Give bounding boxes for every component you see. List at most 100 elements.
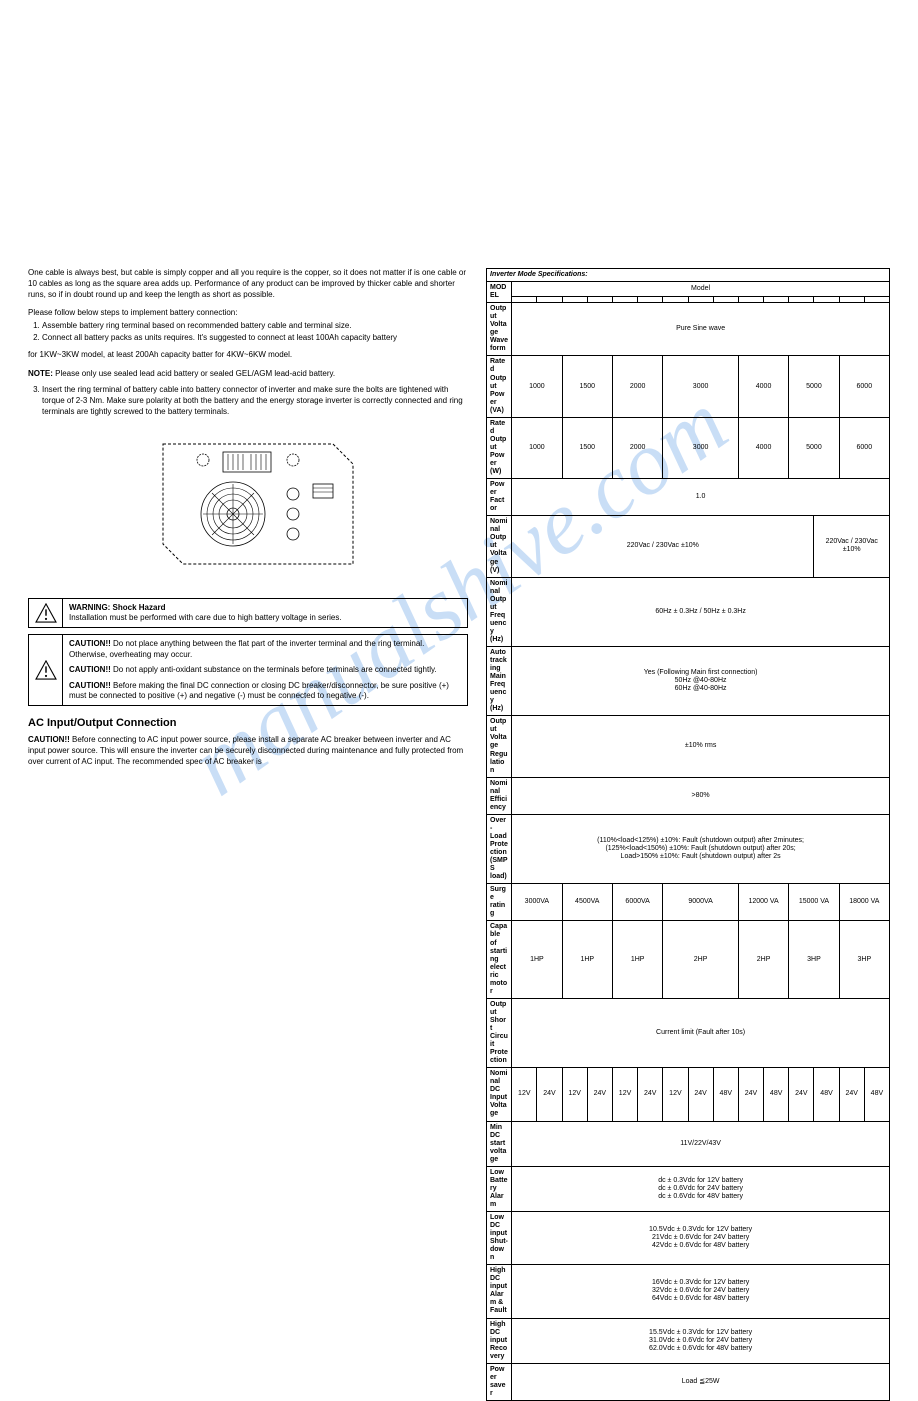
va-0: 1000: [512, 356, 562, 417]
row-nom-f-label: Nominal Output Frequency (Hz): [487, 577, 512, 646]
row-short-label: Output Short Circuit Protection: [487, 998, 512, 1067]
inverter-diagram: [28, 424, 468, 588]
steps-list-1: Assemble battery ring terminal based on …: [28, 321, 468, 344]
caution-2-text: Do not apply anti-oxidant substance on t…: [111, 665, 437, 674]
row-saver-val: Load ≦25W: [512, 1363, 890, 1400]
intro-paragraph: One cable is always best, but cable is s…: [28, 268, 468, 300]
motor-3: 2HP: [663, 921, 739, 998]
w-6: 6000: [839, 417, 889, 478]
surge-0: 3000VA: [512, 884, 562, 921]
dc-in-7: 24V: [688, 1068, 713, 1121]
row-ol-val: (110%<load<125%) ±10%: Fault (shutdown o…: [512, 814, 890, 883]
warning-triangle-icon: [35, 603, 57, 623]
surge-1: 4500VA: [562, 884, 612, 921]
warning-text-cell: WARNING: Shock Hazard Installation must …: [63, 599, 467, 628]
row-reg-val: ±10% rms: [512, 716, 890, 777]
row-low-batt-val: dc ± 0.3Vdc for 12V batterydc ± 0.6Vdc f…: [512, 1166, 890, 1211]
w-3: 3000: [663, 417, 739, 478]
row-pf-label: Power Factor: [487, 479, 512, 516]
dc-in-1: 24V: [537, 1068, 562, 1121]
surge-5: 15000 VA: [789, 884, 839, 921]
dc-in-5: 24V: [638, 1068, 663, 1121]
row-nom-v-label: Nominal Output Voltage (V): [487, 516, 512, 577]
row-low-batt-label: Low Battery Alarm: [487, 1166, 512, 1211]
warning-text: Installation must be performed with care…: [69, 613, 342, 622]
spec-title: Inverter Mode Specifications:: [487, 269, 890, 282]
dc-in-12: 48V: [814, 1068, 839, 1121]
row-rated-va-label: Rated Output Power (VA): [487, 356, 512, 417]
row-high-dc-alarm-val: 16Vdc ± 0.3Vdc for 12V battery32Vdc ± 0.…: [512, 1265, 890, 1318]
motor-1: 1HP: [562, 921, 612, 998]
row-saver-label: Power saver: [487, 1363, 512, 1400]
model-label: MODEL: [487, 282, 512, 303]
row-low-dc-shut-val: 10.5Vdc ± 0.3Vdc for 12V battery21Vdc ± …: [512, 1211, 890, 1264]
step-3: Insert the ring terminal of battery cabl…: [42, 385, 468, 417]
va-2: 2000: [612, 356, 662, 417]
row-low-dc-shut-label: Low DC input Shut-down: [487, 1211, 512, 1264]
va-1: 1500: [562, 356, 612, 417]
ac-caution-text: Before connecting to AC input power sour…: [28, 735, 463, 766]
row-motor-label: Capable of starting electric motor: [487, 921, 512, 998]
dc-in-8: 48V: [713, 1068, 738, 1121]
row-short-val: Current limit (Fault after 10s): [512, 998, 890, 1067]
row-eff-label: Nominal Efficiency: [487, 777, 512, 814]
w-5: 5000: [789, 417, 839, 478]
dc-in-2: 12V: [562, 1068, 587, 1121]
row-ol-label: Over-Load Protection (SMPS load): [487, 814, 512, 883]
dc-in-9: 24V: [738, 1068, 763, 1121]
dc-in-6: 12V: [663, 1068, 688, 1121]
dc-in-11: 24V: [789, 1068, 814, 1121]
row-nom-v-side: 220Vac / 230Vac ±10%: [814, 516, 890, 577]
row-high-dc-rec-label: High DC input Recovery: [487, 1318, 512, 1363]
surge-4: 12000 VA: [738, 884, 788, 921]
surge-6: 18000 VA: [839, 884, 889, 921]
dc-in-14: 48V: [864, 1068, 889, 1121]
row-waveform-label: Output Voltage Waveform: [487, 303, 512, 356]
w-4: 4000: [738, 417, 788, 478]
ac-caution-bold: CAUTION!!: [28, 735, 70, 744]
row-min-dc-label: Min DC start voltage: [487, 1121, 512, 1166]
caution-box: CAUTION!! Do not place anything between …: [28, 634, 468, 706]
row-auto-val: Yes (Following Main first connection)50H…: [512, 646, 890, 715]
caution-1-bold: CAUTION!!: [69, 639, 111, 648]
step-1: Assemble battery ring terminal based on …: [42, 321, 468, 332]
row-pf-val: 1.0: [512, 479, 890, 516]
row-eff-val: >80%: [512, 777, 890, 814]
dc-in-10: 48V: [764, 1068, 789, 1121]
step-2-continuation: for 1KW~3KW model, at least 200Ah capaci…: [28, 350, 468, 361]
w-1: 1500: [562, 417, 612, 478]
surge-3: 9000VA: [663, 884, 739, 921]
row-high-dc-alarm-label: High DC input Alarm & Fault: [487, 1265, 512, 1318]
w-2: 2000: [612, 417, 662, 478]
warning-icon-cell: [29, 599, 63, 628]
caution-icon-cell: [29, 635, 63, 705]
caution-3-bold: CAUTION!!: [69, 681, 111, 690]
w-0: 1000: [512, 417, 562, 478]
caution-2-bold: CAUTION!!: [69, 665, 111, 674]
inverter-diagram-svg: [133, 424, 363, 584]
left-column: One cable is always best, but cable is s…: [28, 268, 468, 1401]
note-line: NOTE: Please only use sealed lead acid b…: [28, 369, 468, 380]
caution-text-cell: CAUTION!! Do not place anything between …: [63, 635, 467, 705]
spec-table: Inverter Mode Specifications: MODEL Mode…: [486, 268, 890, 1401]
warning-box: WARNING: Shock Hazard Installation must …: [28, 598, 468, 629]
row-reg-label: Output Voltage Regulation: [487, 716, 512, 777]
row-waveform-val: Pure Sine wave: [512, 303, 890, 356]
note-text: Please only use sealed lead acid battery…: [53, 369, 335, 378]
follow-steps-intro: Please follow below steps to implement b…: [28, 308, 468, 319]
dc-in-0: 12V: [512, 1068, 537, 1121]
row-nom-v-main: 220Vac / 230Vac ±10%: [512, 516, 814, 577]
motor-4: 2HP: [738, 921, 788, 998]
surge-2: 6000VA: [612, 884, 662, 921]
note-label: NOTE:: [28, 369, 53, 378]
va-5: 5000: [789, 356, 839, 417]
row-min-dc-val: 11V/22V/43V: [512, 1121, 890, 1166]
row-high-dc-rec-val: 15.5Vdc ± 0.3Vdc for 12V battery31.0Vdc …: [512, 1318, 890, 1363]
caution-3-text: Before making the final DC connection or…: [69, 681, 449, 700]
dc-in-13: 24V: [839, 1068, 864, 1121]
ac-caution-paragraph: CAUTION!! Before connecting to AC input …: [28, 735, 468, 767]
motor-0: 1HP: [512, 921, 562, 998]
motor-5: 3HP: [789, 921, 839, 998]
motor-6: 3HP: [839, 921, 889, 998]
motor-2: 1HP: [612, 921, 662, 998]
